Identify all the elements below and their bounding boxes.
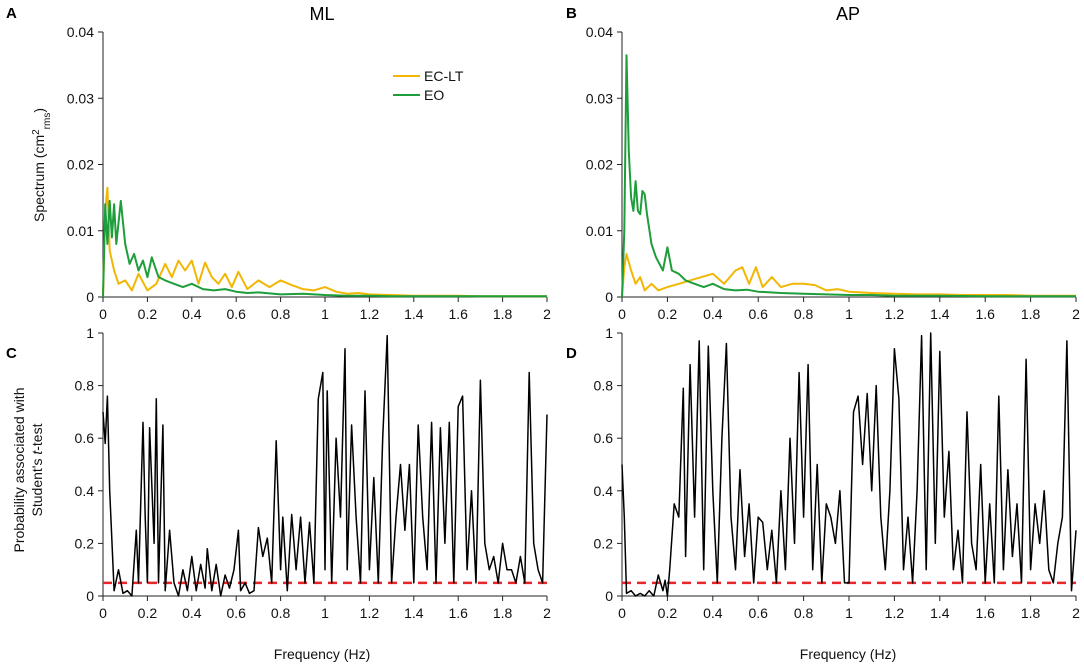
panel-b-series-eo	[621, 54, 1076, 298]
panel-d-ytick-label: 0	[605, 588, 613, 604]
panel-d-ytick-label: 1	[605, 325, 613, 341]
panel-c-ytick-label: 0.2	[75, 535, 95, 551]
panel-d-xtick-label: 1.2	[885, 605, 905, 621]
panel-c-xlabel: Frequency (Hz)	[274, 646, 370, 662]
panel-b-xtick-label: 1.4	[930, 306, 950, 322]
panel-a-xtick-label: 1	[321, 306, 329, 322]
panel-c-plot: 0 0.2 0.4 0.6 0.8 1 0 0.2 0.4 0.6 0.8 1 1.2 1.4 1.6 1.8…	[75, 325, 552, 621]
panel-c-xtick-label: 1.6	[448, 605, 468, 621]
panel-b-series-ec-lt	[621, 252, 1076, 298]
panel-d-xtick-label: 1.4	[930, 605, 950, 621]
panel-a-xtick-label: 0.4	[182, 306, 202, 322]
panel-c-xtick-label: 1	[321, 605, 329, 621]
panel-a-series-eo	[102, 199, 547, 298]
panel-d-xlabel: Frequency (Hz)	[800, 646, 896, 662]
panel-a-ytick-label: 0	[86, 289, 94, 305]
panel-c-xtick-label: 0.8	[271, 605, 291, 621]
panel-a-ytick-label: 0.01	[67, 223, 94, 239]
panel-b-ytick-label: 0.03	[586, 90, 613, 106]
legend-label-ec-lt: EC-LT	[424, 68, 464, 84]
panel-d-xtick-label: 0	[618, 605, 626, 621]
panel-c-xtick-label: 0.6	[226, 605, 246, 621]
panel-d-xtick-label: 1.6	[975, 605, 995, 621]
panel-c-xtick-label: 1.8	[493, 605, 513, 621]
panel-d-ytick-label: 0.4	[594, 483, 614, 499]
panel-d-xtick-label: 1	[845, 605, 853, 621]
panel-letter-a: A	[6, 5, 17, 22]
panel-c-ytick-label: 0.6	[75, 430, 95, 446]
panel-letter-c: C	[6, 345, 17, 362]
panel-c-xtick-label: 1.2	[360, 605, 380, 621]
legend: EC-LT EO	[393, 68, 464, 103]
panel-b-ytick-label: 0.02	[586, 157, 613, 173]
panel-b-xtick-label: 1	[845, 306, 853, 322]
panel-b-ytick-label: 0.01	[586, 223, 613, 239]
panel-c-xtick-label: 0.4	[182, 605, 202, 621]
panel-c-ylabel-line2: Student's t-test	[29, 423, 45, 516]
panel-a-xtick-label: 1.8	[493, 306, 513, 322]
panel-b-xtick-label: 0.4	[703, 306, 723, 322]
panel-c-xtick-label: 2	[543, 605, 551, 621]
panel-d-xtick-label: 0.4	[703, 605, 723, 621]
panel-c-ylabel-line1: Probability associated with	[11, 388, 27, 553]
panel-b-ytick-label: 0.04	[586, 24, 613, 40]
panel-b-xtick-label: 0	[618, 306, 626, 322]
panel-d-xtick-label: 0.8	[794, 605, 814, 621]
panel-c-series-p-value	[102, 334, 548, 597]
panel-c-xtick-label: 0	[99, 605, 107, 621]
panel-a-xtick-label: 0.6	[226, 306, 246, 322]
panel-d-ytick-label: 0.8	[594, 378, 614, 394]
panel-d-ytick-label: 0.6	[594, 430, 614, 446]
panel-a-ylabel: Spectrum (cm2rms)	[31, 108, 53, 222]
panel-a-xtick-label: 1.4	[404, 306, 424, 322]
panel-d-xtick-label: 2	[1072, 605, 1080, 621]
panel-d-ytick-label: 0.2	[594, 535, 614, 551]
panel-c-ytick-label: 1	[86, 325, 94, 341]
panel-b-xtick-label: 1.8	[1021, 306, 1041, 322]
panel-b-xtick-label: 1.2	[885, 306, 905, 322]
panel-a-title: ML	[309, 4, 334, 24]
panel-b-xtick-label: 1.6	[975, 306, 995, 322]
panel-a-xtick-label: 2	[543, 306, 551, 322]
panel-a-plot: 0 0.01 0.02 0.03 0.04 0 0.2 0.4 0.6 0.8 1 1.2 1.4 1.6…	[67, 24, 551, 322]
panel-d-xtick-label: 0.2	[658, 605, 678, 621]
panel-b-xtick-label: 0.8	[794, 306, 814, 322]
panel-letter-b: B	[566, 5, 577, 22]
panel-a-ytick-label: 0.02	[67, 157, 94, 173]
panel-a-xtick-label: 0	[99, 306, 107, 322]
panel-d-series-p-value	[621, 332, 1077, 597]
panel-a-xtick-label: 0.2	[138, 306, 158, 322]
panel-b-plot: 0 0.01 0.02 0.03 0.04 0 0.2 0.4 0.6 0.8 1 1.2 1.4 1.6…	[586, 24, 1080, 322]
panel-c-xtick-label: 0.2	[138, 605, 158, 621]
panel-a-ytick-label: 0.04	[67, 24, 94, 40]
panel-a-xtick-label: 1.6	[448, 306, 468, 322]
panel-d-xtick-label: 0.6	[748, 605, 768, 621]
panel-d-xtick-label: 1.8	[1021, 605, 1041, 621]
panel-letter-d: D	[566, 345, 577, 362]
panel-b-xtick-label: 0.2	[658, 306, 678, 322]
panel-d-plot: 0 0.2 0.4 0.6 0.8 1 0 0.2 0.4 0.6 0.8 1 1.2 1.4 1.6 1.8…	[594, 325, 1081, 621]
panel-a-xtick-label: 0.8	[271, 306, 291, 322]
panel-a-ytick-label: 0.03	[67, 90, 94, 106]
legend-label-eo: EO	[424, 87, 444, 103]
panel-c-ytick-label: 0.8	[75, 378, 95, 394]
panel-c-xtick-label: 1.4	[404, 605, 424, 621]
panel-b-xtick-label: 2	[1072, 306, 1080, 322]
panel-b-title: AP	[836, 4, 860, 24]
panel-b-xtick-label: 0.6	[748, 306, 768, 322]
panel-b-ytick-label: 0	[605, 289, 613, 305]
panel-a-series-ec-lt	[102, 186, 547, 298]
panel-c-ytick-label: 0.4	[75, 483, 95, 499]
panel-a-xtick-label: 1.2	[360, 306, 380, 322]
panel-c-ytick-label: 0	[86, 588, 94, 604]
